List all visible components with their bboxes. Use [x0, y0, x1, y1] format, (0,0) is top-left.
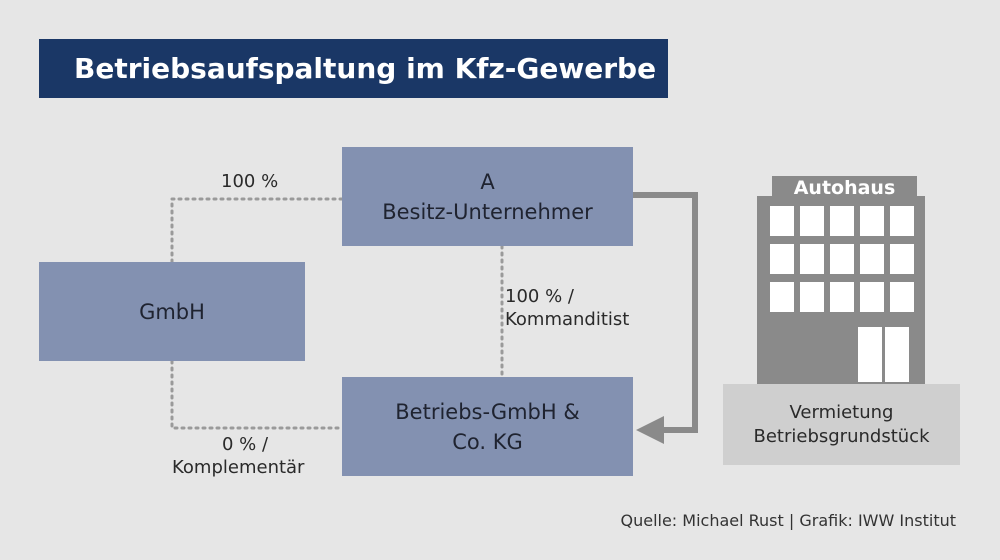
window-icon — [860, 206, 884, 236]
window-icon — [860, 282, 884, 312]
window-icon — [860, 244, 884, 274]
window-icon — [770, 282, 794, 312]
node-besitz-unternehmer: A Besitz-Unternehmer — [342, 147, 633, 246]
window-icon — [770, 206, 794, 236]
window-icon — [800, 244, 824, 274]
window-icon — [770, 244, 794, 274]
node-gmbh: GmbH — [39, 262, 305, 361]
window-icon — [890, 282, 914, 312]
building-caption-line1: Vermietung — [789, 401, 894, 423]
diagram-title: Betriebsaufspaltung im Kfz-Gewerbe — [39, 39, 668, 98]
window-icon — [800, 206, 824, 236]
edge-label-gmbh-to-a: 100 % — [221, 171, 279, 192]
source-credit: Quelle: Michael Rust | Grafik: IWW Insti… — [620, 511, 956, 530]
window-icon — [830, 244, 854, 274]
edge-label-gmbh-to-kg-line2: Komplementär — [172, 457, 305, 478]
window-icon — [830, 282, 854, 312]
edge-label-a-to-kg: 100 % / Kommanditist — [505, 285, 629, 331]
building-caption: Vermietung Betriebsgrundstück — [723, 384, 960, 465]
node-besitz-line1: A — [480, 169, 495, 194]
edge-label-gmbh-to-kg: 0 % / Komplementär — [172, 433, 304, 479]
edge-label-gmbh-to-kg-line1: 0 % / — [222, 434, 269, 455]
node-betriebs-gmbh-co-kg: Betriebs-GmbH & Co. KG — [342, 377, 633, 476]
rental-arrow-line — [633, 192, 698, 433]
window-icon — [830, 206, 854, 236]
window-icon — [890, 244, 914, 274]
edge-label-a-to-kg-line2: Kommanditist — [505, 309, 630, 330]
node-kg-line2: Co. KG — [452, 429, 523, 454]
window-icon — [800, 282, 824, 312]
door-icon — [858, 327, 882, 382]
building-icon — [757, 196, 925, 386]
window-icon — [890, 206, 914, 236]
node-besitz-line2: Besitz-Unternehmer — [382, 199, 593, 224]
edge-label-a-to-kg-line1: 100 % / — [505, 286, 574, 307]
node-gmbh-label: GmbH — [139, 299, 205, 324]
dotted-line-gmbh-to-a — [170, 197, 344, 264]
building-caption-line2: Betriebsgrundstück — [753, 425, 930, 447]
building-sign: Autohaus — [772, 176, 917, 200]
node-kg-line1: Betriebs-GmbH & — [395, 399, 580, 424]
dotted-line-gmbh-to-kg — [170, 359, 344, 430]
rental-arrow-head — [636, 416, 664, 444]
door-icon — [885, 327, 909, 382]
